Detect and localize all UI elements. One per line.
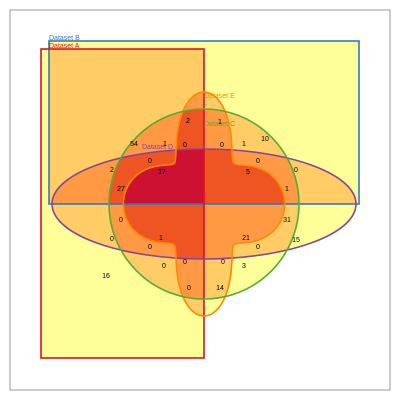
- region-count: 10: [261, 136, 269, 143]
- region-count: 27: [117, 186, 125, 193]
- region-count: 3: [242, 263, 246, 270]
- region-count: 0: [162, 263, 166, 270]
- region-count: 0: [183, 259, 187, 266]
- region-count: 0: [148, 158, 152, 165]
- region-count: 1: [285, 186, 289, 193]
- region-count: 1: [218, 119, 222, 126]
- region-count: 0: [220, 142, 224, 149]
- region-count: 2: [110, 167, 114, 174]
- region-count: 16: [102, 273, 110, 280]
- set-a-outline: [40, 48, 205, 359]
- set-c-label: Dataset C: [204, 121, 235, 128]
- region-count: 21: [242, 235, 250, 242]
- plot-frame: [9, 9, 391, 391]
- region-count: 15: [292, 237, 300, 244]
- region-count: 2: [186, 118, 190, 125]
- region-count: 0: [256, 244, 260, 251]
- region-count: 0: [294, 167, 298, 174]
- region-count: 0: [187, 285, 191, 292]
- region-count: 0: [183, 142, 187, 149]
- region-count: 0: [221, 259, 225, 266]
- set-e-label: Dataset E: [204, 93, 235, 100]
- set-d-outline: [51, 148, 357, 260]
- region-counts: 54 2 1 1 0 0 1 10 0 0 2 17 5 0 27 1 0 31…: [102, 118, 300, 292]
- set-e-outline: [122, 91, 286, 317]
- region-count: 1: [242, 141, 246, 148]
- depth-4-fill: [109, 109, 285, 259]
- region-count: 0: [148, 244, 152, 251]
- region-count: 14: [216, 285, 224, 292]
- region-count: 0: [119, 217, 123, 224]
- set-d-label: Dataset D: [142, 144, 173, 151]
- region-count: 0: [110, 236, 114, 243]
- region-count: 17: [158, 169, 166, 176]
- region-count: 5: [246, 169, 250, 176]
- region-count: 54: [130, 141, 138, 148]
- set-a-label: Dataset A: [49, 43, 80, 50]
- region-count: 1: [163, 141, 167, 148]
- region-count: 0: [256, 158, 260, 165]
- set-b-label: Dataset B: [49, 35, 80, 42]
- region-count: 31: [283, 217, 291, 224]
- set-c-outline: [108, 108, 300, 300]
- region-count: 1: [159, 235, 163, 242]
